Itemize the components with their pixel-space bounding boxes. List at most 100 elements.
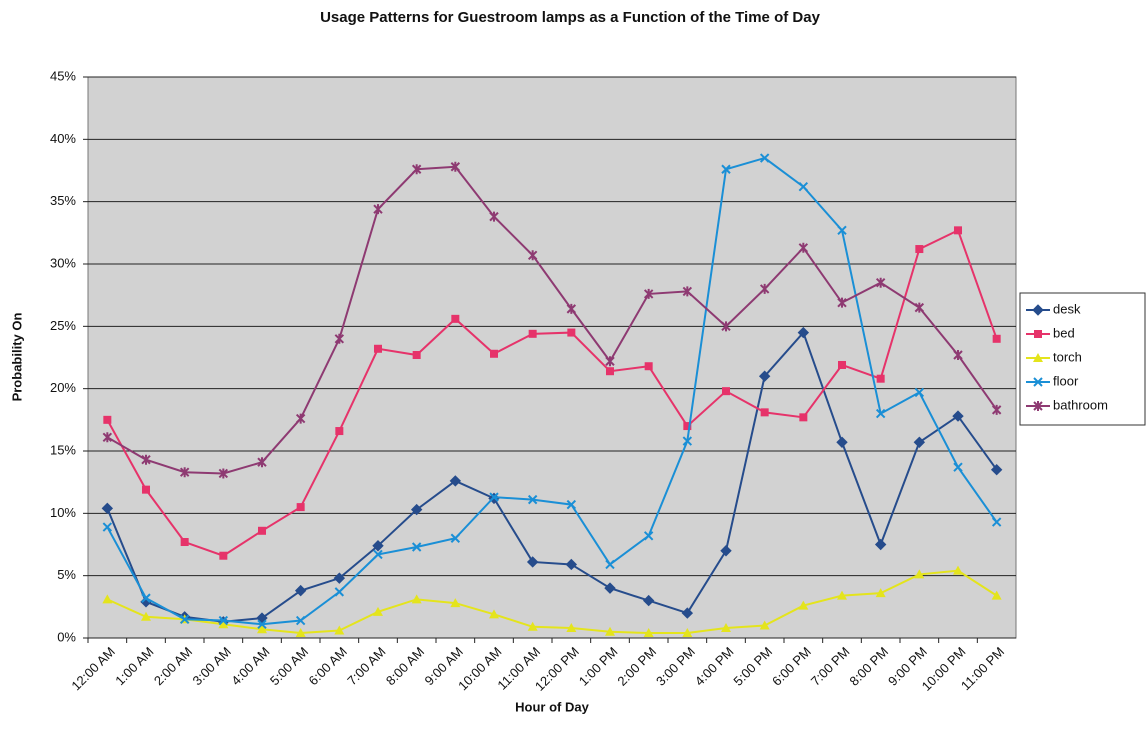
point — [450, 598, 461, 608]
point — [411, 594, 422, 604]
point — [528, 329, 537, 338]
point — [913, 436, 926, 448]
point — [682, 436, 693, 446]
y-tick-label: 25% — [50, 318, 76, 333]
point — [721, 321, 731, 332]
point — [799, 413, 808, 422]
x-axis-title: Hour of Day — [515, 699, 589, 714]
point — [798, 181, 809, 192]
point — [836, 436, 848, 448]
point — [566, 499, 577, 510]
x-tick-label: 2:00 AM — [151, 644, 195, 688]
point — [412, 351, 421, 360]
point — [141, 611, 151, 621]
point — [334, 587, 345, 597]
point — [295, 413, 306, 424]
y-tick-label: 35% — [50, 193, 76, 208]
y-axis-title: Probability On — [9, 313, 24, 402]
plot-area — [87, 76, 1017, 639]
point — [374, 344, 382, 353]
x-tick-label: 4:00 AM — [228, 644, 272, 688]
x-tick-label: 12:00 AM — [68, 644, 117, 693]
point — [759, 153, 770, 163]
y-tick-label: 40% — [50, 131, 76, 146]
point — [141, 593, 151, 603]
legend-marker — [1033, 401, 1043, 411]
point — [681, 607, 694, 619]
point — [874, 538, 887, 551]
y-tick-label: 5% — [57, 567, 76, 582]
point — [218, 615, 229, 626]
point — [914, 302, 925, 313]
point — [798, 600, 809, 610]
point — [643, 628, 654, 638]
point — [526, 556, 539, 568]
point — [258, 526, 266, 535]
y-tick-label: 10% — [50, 505, 76, 520]
point — [760, 408, 769, 417]
point — [179, 614, 190, 625]
point — [682, 286, 693, 297]
point — [643, 531, 654, 541]
point — [295, 628, 306, 638]
point — [411, 164, 422, 175]
series-line — [106, 330, 998, 623]
point — [565, 558, 578, 571]
point — [644, 362, 653, 371]
point — [180, 538, 189, 547]
legend-label: floor — [1053, 373, 1079, 388]
point — [798, 242, 809, 253]
legend-label: bed — [1053, 325, 1075, 340]
point — [721, 623, 731, 633]
x-tick-label: 6:00 PM — [769, 644, 814, 689]
series-line — [106, 165, 998, 475]
point — [914, 387, 925, 398]
point — [953, 350, 963, 361]
point — [837, 297, 847, 308]
point — [102, 594, 113, 604]
point — [257, 619, 267, 629]
x-tick-label: 6:00 AM — [306, 644, 350, 688]
point — [257, 457, 267, 468]
point — [411, 542, 422, 552]
point — [566, 623, 577, 633]
y-tick-label: 0% — [57, 629, 76, 644]
point — [489, 211, 499, 222]
point — [410, 503, 423, 516]
x-tick-label: 8:00 PM — [846, 644, 891, 689]
point — [527, 494, 538, 505]
point — [372, 540, 384, 552]
point — [101, 502, 114, 515]
chart-title: Usage Patterns for Guestroom lamps as a … — [320, 9, 820, 26]
x-tick-label: 4:00 PM — [692, 644, 737, 689]
point — [682, 628, 693, 638]
point — [102, 432, 113, 443]
legend-marker — [1033, 377, 1043, 387]
point — [527, 250, 538, 261]
y-tick-label: 20% — [50, 380, 76, 395]
point — [527, 621, 538, 631]
legend-label: desk — [1053, 301, 1081, 316]
point — [490, 349, 498, 358]
legend-label: bathroom — [1053, 397, 1108, 412]
point — [450, 161, 461, 172]
legend-marker — [1034, 330, 1042, 338]
point — [914, 569, 925, 579]
point — [102, 522, 113, 532]
point — [373, 204, 383, 215]
point — [334, 625, 345, 635]
series-line — [106, 228, 998, 557]
point — [837, 590, 847, 600]
x-tick-label: 8:00 AM — [383, 644, 427, 688]
point — [720, 545, 732, 557]
x-tick-label: 5:00 AM — [267, 644, 311, 688]
x-tick-label: 7:00 AM — [344, 644, 388, 688]
point — [373, 549, 383, 560]
point — [643, 288, 654, 299]
point — [604, 582, 616, 594]
point — [489, 609, 499, 619]
point — [103, 415, 112, 424]
point — [566, 303, 577, 314]
point — [683, 422, 692, 431]
